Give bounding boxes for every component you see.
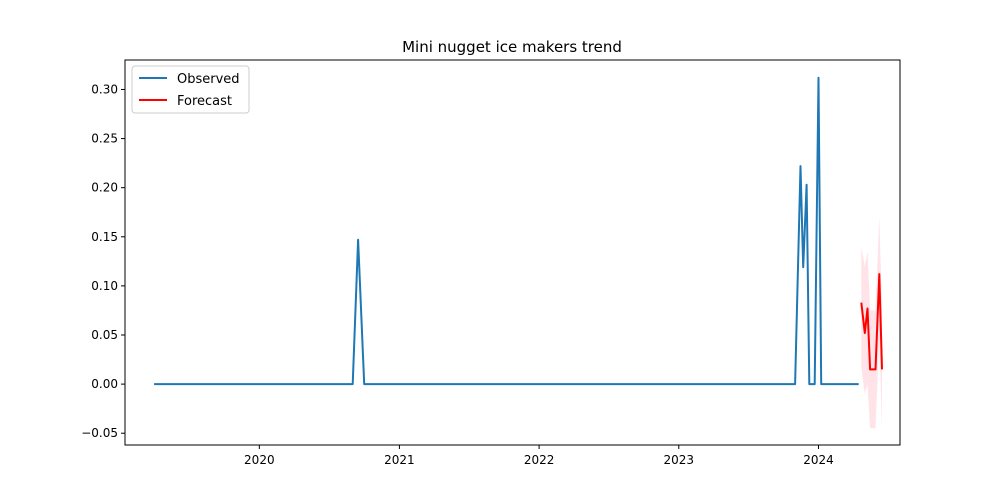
y-tick-label: 0.15 [91, 230, 118, 244]
legend: Observed Forecast [131, 65, 250, 114]
x-tick-label: 2020 [244, 453, 275, 467]
y-tick-label: 0.10 [91, 279, 118, 293]
x-axis: 2020 2021 2022 2023 2024 [244, 445, 834, 467]
y-tick-label: 0.20 [91, 181, 118, 195]
legend-label-forecast: Forecast [177, 94, 232, 109]
x-tick-label: 2024 [803, 453, 834, 467]
y-axis: −0.05 0.00 0.05 0.10 0.15 0.20 0.25 0.30 [81, 82, 125, 440]
chart-title: Mini nugget ice makers trend [402, 38, 622, 56]
y-tick-label: 0.30 [91, 82, 118, 96]
y-tick-label: 0.25 [91, 132, 118, 146]
series-line-forecast [860, 273, 883, 371]
legend-label-observed: Observed [177, 72, 240, 87]
y-tick-label: 0.00 [91, 377, 118, 391]
plot-area [154, 76, 883, 429]
x-tick-label: 2023 [664, 453, 695, 467]
series-line-observed [154, 76, 859, 386]
forecast-confidence-band [861, 217, 882, 429]
x-tick-label: 2022 [524, 453, 555, 467]
y-tick-label: −0.05 [81, 426, 118, 440]
axes-frame [124, 59, 901, 446]
x-tick-label: 2021 [384, 453, 415, 467]
y-tick-label: 0.05 [91, 328, 118, 342]
